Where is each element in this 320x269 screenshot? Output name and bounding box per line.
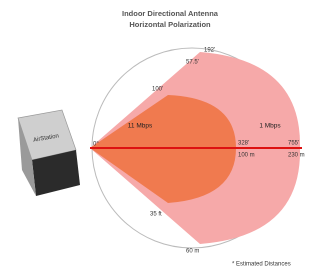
subtitle: Horizontal Polarization xyxy=(129,20,211,29)
distance-label: 230 m xyxy=(288,153,305,159)
angle-label: 0° xyxy=(93,142,99,148)
distance-label: 755' xyxy=(288,141,299,147)
distance-label: 60 m xyxy=(186,249,199,255)
diagram: Indoor Directional Antenna Horizontal Po… xyxy=(0,0,306,269)
distance-label: 100 m xyxy=(238,153,255,159)
distance-label: 57.5' xyxy=(186,60,199,66)
distance-label: 192' xyxy=(204,48,215,54)
zone-label: 1 Mbps xyxy=(259,123,281,130)
footnote: * Estimated Distances xyxy=(232,262,291,268)
zone-label: 11 Mbps xyxy=(128,123,153,130)
distance-label: 100' xyxy=(152,87,163,93)
page: {"header":{"title":"Indoor Directional A… xyxy=(0,0,320,269)
title: Indoor Directional Antenna xyxy=(122,9,219,18)
device: AirStation xyxy=(18,110,80,196)
distance-label: 35 ft xyxy=(150,212,162,218)
distance-label: 328' xyxy=(238,141,249,147)
